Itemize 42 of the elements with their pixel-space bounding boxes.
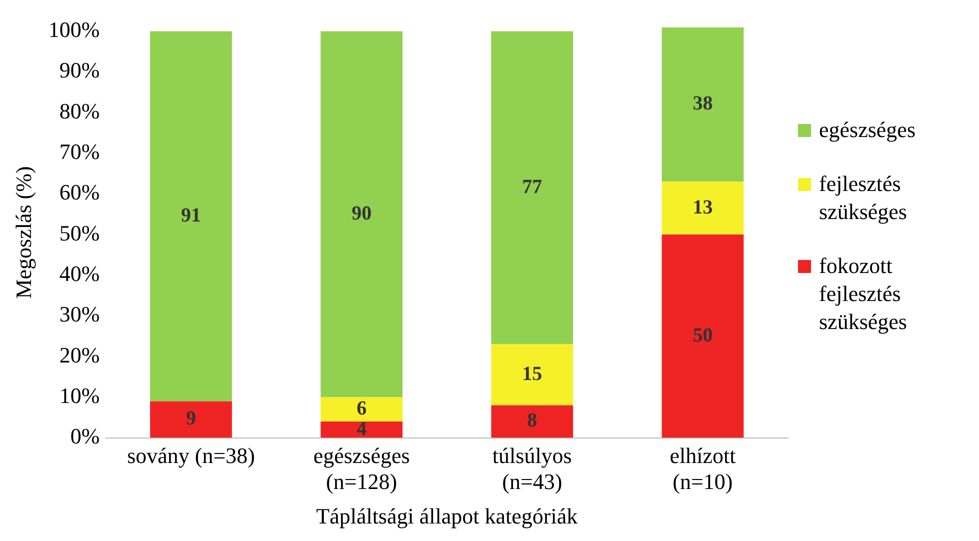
y-tick-label: 100% bbox=[48, 17, 100, 42]
y-tick-label: 50% bbox=[59, 220, 100, 246]
x-tick-label: túlsúlyos (n=43) bbox=[492, 442, 572, 494]
y-tick-label: 40% bbox=[59, 260, 100, 286]
y-tick-label: 20% bbox=[59, 342, 100, 368]
data-label: 8 bbox=[527, 410, 538, 432]
y-tick-label: 60% bbox=[59, 180, 100, 205]
data-label: 4 bbox=[356, 418, 367, 440]
data-label: 38 bbox=[692, 92, 713, 115]
x-axis-title: Tápláltsági állapot kategóriák bbox=[316, 504, 578, 529]
bar bbox=[320, 397, 403, 422]
data-label: 50 bbox=[692, 324, 713, 346]
data-label: 9 bbox=[186, 408, 196, 430]
y-tick-label: 80% bbox=[59, 98, 100, 124]
y-axis-title: Megoszlás (%) bbox=[10, 166, 36, 299]
data-label: 91 bbox=[181, 204, 202, 226]
bar bbox=[320, 422, 403, 438]
bar bbox=[662, 27, 744, 182]
data-label: 15 bbox=[522, 362, 542, 385]
bar bbox=[320, 31, 403, 398]
bar bbox=[491, 31, 574, 344]
legend-label: fokozott fejlesztés szükséges bbox=[819, 252, 908, 336]
legend-label: fejlesztés szükséges bbox=[819, 170, 908, 226]
bar bbox=[662, 234, 744, 438]
data-label: 13 bbox=[692, 196, 713, 218]
data-label: 6 bbox=[356, 398, 367, 420]
y-tick-label: 70% bbox=[59, 139, 100, 164]
x-tick-label: egészséges (n=128) bbox=[313, 442, 410, 494]
y-tick-label: 90% bbox=[59, 58, 100, 83]
y-tick-label: 0% bbox=[70, 424, 100, 449]
bar bbox=[662, 182, 744, 235]
bar bbox=[491, 405, 574, 438]
data-label: 77 bbox=[522, 176, 542, 198]
x-tick-label: elhízott (n=10) bbox=[670, 442, 736, 494]
data-label: 90 bbox=[352, 202, 372, 224]
bar bbox=[150, 31, 232, 402]
x-tick-label: sovány (n=38) bbox=[127, 442, 255, 468]
y-tick-label: 30% bbox=[59, 302, 100, 327]
y-tick-label: 10% bbox=[59, 382, 100, 408]
legend-label: egészséges bbox=[819, 116, 916, 144]
bar bbox=[491, 344, 574, 406]
bar bbox=[150, 401, 232, 438]
